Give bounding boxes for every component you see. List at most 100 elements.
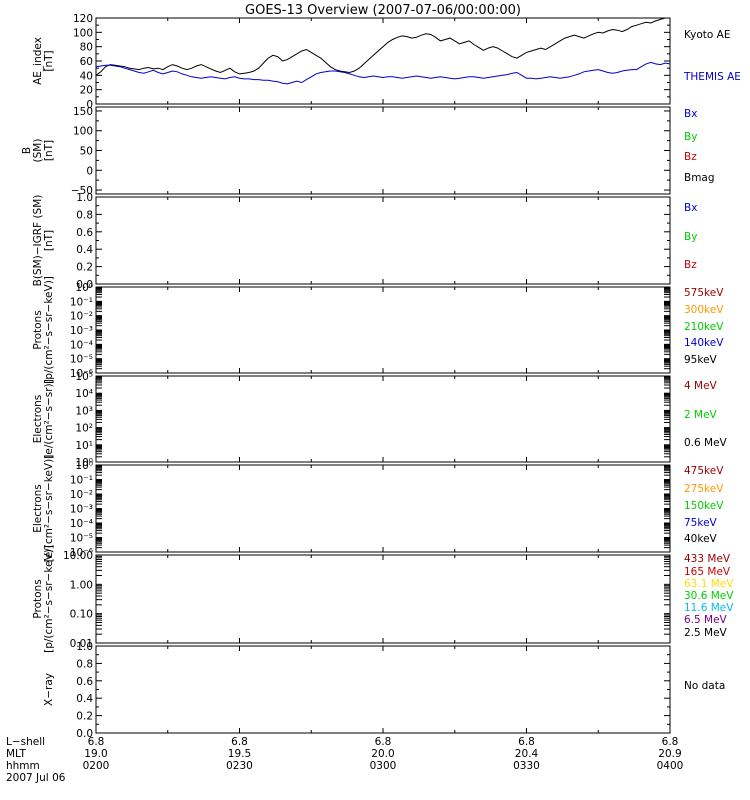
xaxis-row-label: hhmm xyxy=(6,760,40,772)
panel-frame xyxy=(95,17,671,105)
yaxis-label-line: [nT] xyxy=(43,50,55,71)
yaxis-label-line: [p/(cm²−s−sr−keV)] xyxy=(43,545,55,653)
legend-entry: 210keV xyxy=(684,321,724,333)
yaxis-label-line: Protons xyxy=(32,579,44,618)
ytick-label: 0 xyxy=(86,99,93,111)
ytick-label: 10⁻³ xyxy=(70,504,93,516)
xaxis-tick-mlt: 20.4 xyxy=(515,748,539,760)
ytick-label: 10⁻⁴ xyxy=(70,339,93,351)
panel-3: 0.0 0.2 0.4 0.6 0.8 1.0 B(SM)−IGRF (SM)[nT] Bx B… xyxy=(32,192,697,291)
ytick-label: 10¹ xyxy=(75,440,93,452)
panel-frame xyxy=(95,554,671,644)
ytick-label: 0.6 xyxy=(76,227,93,239)
yaxis-label: AE_index[nT] xyxy=(32,37,55,85)
legend-entry: 575keV xyxy=(684,287,724,299)
legend-entry: 63.1 MeV xyxy=(684,578,734,590)
ytick-label: 10⁻¹ xyxy=(70,296,93,308)
ytick-label: −50 xyxy=(71,185,93,197)
ytick-label: 0.2 xyxy=(76,711,93,723)
ytick-label: 10⁻⁵ xyxy=(70,533,93,545)
ytick-label: 10⁻⁶ xyxy=(70,368,93,380)
legend-entry: 40keV xyxy=(684,533,718,545)
ytick-label: 10⁻² xyxy=(70,311,93,323)
legend-entry: 165 MeV xyxy=(684,566,731,578)
series-line xyxy=(95,17,670,76)
ytick-label: 20 xyxy=(80,85,93,97)
legend-entry: Bz xyxy=(684,259,697,271)
ytick-label: 60 xyxy=(80,56,93,68)
yaxis-label-line: X−ray xyxy=(43,673,55,706)
panel-frame xyxy=(95,286,671,374)
ytick-label: 0.4 xyxy=(76,693,93,705)
legend-entry: By xyxy=(684,231,697,243)
legend-entry: Bx xyxy=(684,108,697,120)
panel-4: 10⁻⁶ 10⁻⁵ 10⁻⁴ 10⁻³ 10⁻² 10⁻¹ 10⁰ Protons[p/(cm… xyxy=(32,276,724,384)
panel-1: 0 20 40 60 80 100 120 AE_index[nT] Kyoto AE THEMI… xyxy=(32,13,741,111)
legend-entry: By xyxy=(684,131,697,143)
series-line xyxy=(95,61,671,85)
ytick-label: 40 xyxy=(80,70,93,82)
xaxis-tick-hhmm: 0400 xyxy=(657,760,684,772)
xaxis-tick-lshell: 6.8 xyxy=(231,736,248,748)
ytick-label: 0.8 xyxy=(76,209,93,221)
ytick-label: 80 xyxy=(80,42,93,54)
legend-entry: 433 MeV xyxy=(684,553,731,565)
legend-entry: Bmag xyxy=(684,172,715,184)
yaxis-label: X−ray xyxy=(43,673,55,706)
yaxis-label-line: AE_index xyxy=(32,37,44,85)
panel-7: 0.01 0.10 1.00 10.00 Protons[p/(cm²−s−sr−keV… xyxy=(32,545,734,653)
panel-frame xyxy=(95,196,671,285)
yaxis-label: Protons[p/(cm²−s−sr−keV)] xyxy=(32,276,55,384)
legend-entry: Bz xyxy=(684,151,697,163)
xaxis-row-label: 2007 Jul 06 xyxy=(6,772,66,784)
yaxis-label-line: [e/(cm²−s−sr)] xyxy=(43,379,55,458)
xaxis-tick-lshell: 6.8 xyxy=(375,736,392,748)
ytick-label: 10² xyxy=(75,423,93,435)
legend-entry: 4 MeV xyxy=(684,380,718,392)
yaxis-label-line: Electrons xyxy=(32,395,44,444)
xaxis-tick-hhmm: 0330 xyxy=(513,760,540,772)
ytick-label: 50 xyxy=(80,146,93,158)
ytick-label: 10⁴ xyxy=(75,388,93,400)
panel-frame xyxy=(95,464,671,553)
yaxis-label: B(SM)[nT] xyxy=(21,139,55,163)
ytick-label: 0.0 xyxy=(76,728,93,740)
yaxis-label-line: B xyxy=(21,147,33,154)
ytick-label: 100 xyxy=(73,126,93,138)
xaxis-tick-hhmm: 0230 xyxy=(226,760,253,772)
panel-2: −50 0 50 100 150 B(SM)[nT] Bx By Bz Bmag xyxy=(21,106,715,197)
xaxis-tick-mlt: 19.0 xyxy=(84,748,107,760)
yaxis-label-line: [nT] xyxy=(43,230,55,251)
xaxis-row-label: L−shell xyxy=(6,736,45,748)
legend-entry: No data xyxy=(684,680,725,692)
yaxis-label-line: B(SM)−IGRF (SM) xyxy=(32,195,44,287)
ytick-label: 10⁻³ xyxy=(70,325,93,337)
legend-entry: 2 MeV xyxy=(684,409,718,421)
panel-frame xyxy=(95,375,671,463)
ytick-label: 10³ xyxy=(75,405,93,417)
yaxis-label-line: [nT] xyxy=(43,140,55,161)
ytick-label: 10⁰ xyxy=(75,460,93,472)
yaxis-label-line: (SM) xyxy=(32,139,44,163)
legend-entry: 275keV xyxy=(684,483,724,495)
xaxis-tick-lshell: 6.8 xyxy=(662,736,679,748)
legend-entry: 6.5 MeV xyxy=(684,614,728,626)
ytick-label: 10⁻¹ xyxy=(70,475,93,487)
ytick-label: 0.8 xyxy=(76,658,93,670)
xaxis-tick-mlt: 20.9 xyxy=(658,748,681,760)
ytick-label: 10⁻⁶ xyxy=(70,547,93,559)
xaxis-row-label: MLT xyxy=(6,748,26,760)
legend-entry: Bx xyxy=(684,202,697,214)
legend-entry: 2.5 MeV xyxy=(684,627,728,639)
xaxis-tick-lshell: 6.8 xyxy=(88,736,105,748)
figure-title: GOES-13 Overview (2007-07-06/00:00:00) xyxy=(245,3,521,18)
ytick-label: 0.4 xyxy=(76,244,93,256)
ytick-label: 100 xyxy=(73,27,93,39)
legend-entry: 475keV xyxy=(684,465,724,477)
panel-6: 10⁻⁶ 10⁻⁵ 10⁻⁴ 10⁻³ 10⁻² 10⁻¹ 10⁰ Electrons[e/(… xyxy=(32,455,724,563)
legend-entry: 30.6 MeV xyxy=(684,590,734,602)
yaxis-label: B(SM)−IGRF (SM)[nT] xyxy=(32,195,55,287)
yaxis-label-line: [p/(cm²−s−sr−keV)] xyxy=(43,276,55,384)
ytick-label: 150 xyxy=(73,106,93,118)
ytick-label: 10⁰ xyxy=(75,457,93,469)
